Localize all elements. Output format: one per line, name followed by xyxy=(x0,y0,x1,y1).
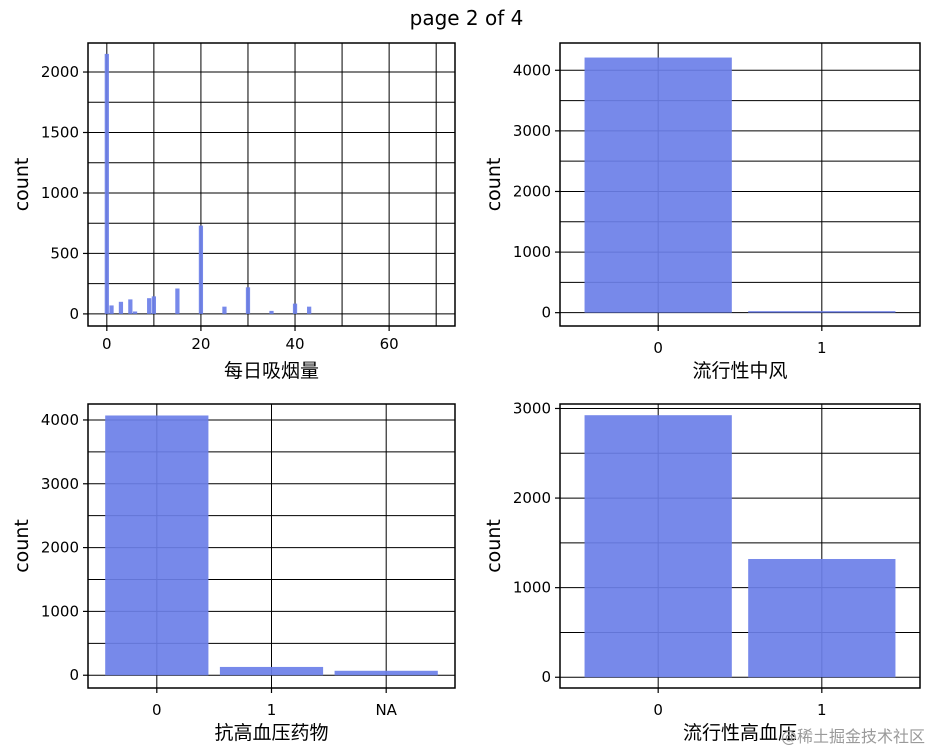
histogram-bar xyxy=(118,301,124,314)
histogram-bar xyxy=(307,306,312,314)
y-tick-label: 2000 xyxy=(513,182,551,200)
x-tick-label: 20 xyxy=(191,335,210,353)
y-tick-label: 0 xyxy=(69,305,79,323)
y-tick-label: 0 xyxy=(541,304,551,322)
plot-frame xyxy=(559,403,921,689)
grid-lines xyxy=(88,43,455,326)
y-tick-label: 0 xyxy=(69,666,79,684)
y-tick-label: 1000 xyxy=(41,184,79,202)
bar xyxy=(219,666,324,676)
plot-frame xyxy=(559,42,921,327)
bar xyxy=(584,57,732,313)
bars xyxy=(584,415,896,678)
plot-frame xyxy=(87,42,456,327)
x-tick-label: 1 xyxy=(267,701,277,719)
histogram-bar xyxy=(198,225,204,314)
y-axis-title: count xyxy=(11,519,33,573)
x-tick-label: 60 xyxy=(380,335,399,353)
y-tick-label: 500 xyxy=(50,244,79,262)
bar xyxy=(334,670,438,676)
y-tick-label: 4000 xyxy=(513,61,551,79)
x-tick-label: 1 xyxy=(817,701,827,719)
x-tick-label: 0 xyxy=(653,339,663,357)
y-axis-title: count xyxy=(483,158,505,212)
y-tick-label: 2000 xyxy=(513,489,551,507)
y-tick-label: 3000 xyxy=(513,122,551,140)
histogram-bar xyxy=(109,305,114,314)
page-title: page 2 of 4 xyxy=(409,6,524,30)
x-axis-title: 流行性高血压 xyxy=(683,722,797,744)
x-axis-title: 抗高血压药物 xyxy=(214,722,328,744)
histogram-bar xyxy=(245,287,251,314)
watermark-text: @稀土掘金技术社区 xyxy=(780,727,925,746)
x-tick-label: 1 xyxy=(817,339,827,357)
y-axis: 0 1000 2000 3000 4000 xyxy=(41,411,88,684)
x-tick-label: 0 xyxy=(653,701,663,719)
histogram-panel-smoking: 0 500 1000 1500 2000 0 20 40 60 每日吸烟量 count xyxy=(11,42,456,382)
y-tick-label: 1500 xyxy=(41,123,79,141)
bar xyxy=(748,311,896,313)
y-tick-label: 1000 xyxy=(513,243,551,261)
x-tick-label: NA xyxy=(375,701,397,719)
histogram-bar xyxy=(128,299,133,314)
y-axis-title: count xyxy=(483,519,505,573)
histogram-bar xyxy=(292,303,298,314)
x-axis-title: 每日吸烟量 xyxy=(224,360,319,382)
histogram-bar xyxy=(132,311,138,314)
x-tick-label: 40 xyxy=(285,335,304,353)
y-tick-label: 4000 xyxy=(41,411,79,429)
y-axis-title: count xyxy=(11,158,33,212)
y-axis: 0 1000 2000 3000 4000 xyxy=(513,61,560,322)
y-tick-label: 2000 xyxy=(41,63,79,81)
bar xyxy=(584,415,732,678)
x-axis-title: 流行性中风 xyxy=(692,360,787,382)
histogram-bar xyxy=(104,53,109,314)
y-tick-label: 2000 xyxy=(41,539,79,557)
y-axis: 0 1000 2000 3000 xyxy=(513,399,560,686)
y-tick-label: 3000 xyxy=(513,399,551,417)
y-tick-label: 1000 xyxy=(513,579,551,597)
y-tick-label: 3000 xyxy=(41,475,79,493)
x-axis: 0 1 NA xyxy=(152,688,398,719)
bars xyxy=(104,53,312,314)
y-axis: 0 500 1000 1500 2000 xyxy=(41,63,88,323)
x-tick-label: 0 xyxy=(152,701,162,719)
histogram-bar xyxy=(147,298,152,314)
x-axis: 0 20 40 60 xyxy=(102,326,399,353)
bar xyxy=(105,415,209,676)
histogram-bar xyxy=(151,296,156,314)
y-tick-label: 1000 xyxy=(41,602,79,620)
bar xyxy=(748,558,896,678)
bars xyxy=(584,57,896,313)
y-tick-label: 0 xyxy=(541,668,551,686)
histogram-bar xyxy=(222,306,227,314)
histogram-bar xyxy=(175,288,180,314)
bar-panel-bp-meds: 0 1000 2000 3000 4000 0 1 NA 抗高血压药物 count xyxy=(11,403,456,744)
x-tick-label: 0 xyxy=(102,335,112,353)
bars xyxy=(105,415,438,676)
histogram-bar xyxy=(269,310,274,314)
